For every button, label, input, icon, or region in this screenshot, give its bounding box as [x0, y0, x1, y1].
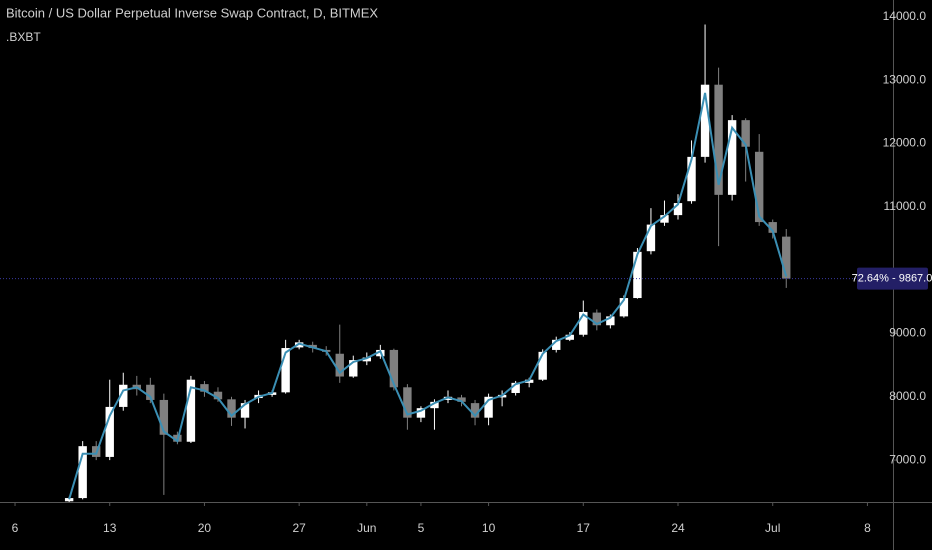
candle-body	[619, 298, 629, 317]
average-line	[68, 92, 788, 500]
candle-body	[714, 84, 723, 195]
y-tick-label: 8000.0	[889, 389, 926, 403]
candle-body	[700, 84, 710, 157]
candle-body	[78, 446, 87, 499]
candle-body	[606, 316, 615, 326]
candle-body	[430, 401, 439, 409]
candle-body	[565, 334, 574, 340]
x-tick-label: 6	[12, 521, 19, 535]
candle-body	[727, 120, 737, 195]
candle-body	[227, 399, 236, 418]
x-tick-label: 27	[292, 521, 306, 535]
candle-body	[660, 215, 669, 223]
y-tick-label: 7000.0	[889, 452, 926, 466]
y-tick-label: 12000.0	[883, 136, 927, 150]
x-tick-label: 17	[577, 521, 591, 535]
candle-body	[335, 353, 344, 377]
x-tick-label: Jul	[765, 521, 780, 535]
candle-body	[64, 498, 74, 502]
plot-area	[64, 24, 791, 502]
candle-body	[768, 222, 777, 233]
candle-body	[538, 351, 547, 380]
candle-body	[416, 408, 426, 418]
candle-body	[213, 391, 223, 400]
candle-body	[592, 312, 602, 326]
candle-body	[552, 339, 561, 350]
candle-body	[484, 396, 493, 418]
candle-body	[105, 406, 114, 457]
candle-body	[782, 236, 791, 279]
price-label: 72.64% - 9867.0	[852, 273, 932, 285]
candle-body	[240, 403, 250, 418]
candle-body	[511, 382, 520, 393]
candle-body	[186, 379, 196, 442]
candle-body	[349, 360, 358, 377]
y-tick-label: 13000.0	[883, 72, 927, 86]
candle-body	[457, 397, 466, 402]
candle-body	[741, 120, 750, 147]
candle-body	[470, 403, 480, 418]
candle-body	[362, 357, 372, 362]
candle-body	[579, 311, 588, 335]
y-tick-label: 9000.0	[889, 326, 926, 340]
candle-body	[389, 349, 399, 388]
x-tick-label: 13	[103, 521, 117, 535]
candle-body	[646, 224, 656, 252]
candle-body	[633, 251, 642, 299]
x-tick-label: 20	[198, 521, 212, 535]
x-tick-label: 24	[671, 521, 685, 535]
candle-body	[673, 203, 683, 216]
candle-body	[294, 342, 304, 348]
candle-body	[403, 387, 412, 418]
y-tick-label: 14000.0	[883, 9, 927, 23]
candle-body	[754, 151, 764, 223]
candle-body	[281, 348, 290, 393]
y-tick-label: 11000.0	[884, 199, 927, 213]
x-tick-label: Jun	[357, 521, 376, 535]
candle-body	[687, 156, 696, 202]
chart-title: Bitcoin / US Dollar Perpetual Inverse Sw…	[6, 5, 378, 20]
x-tick-label: 10	[482, 521, 496, 535]
x-tick-label: 5	[418, 521, 425, 535]
candle-body	[146, 384, 155, 400]
candle-body	[119, 384, 128, 407]
candle-body	[159, 399, 169, 435]
price-label-box	[857, 267, 928, 290]
chart-subtitle: .BXBT	[6, 30, 41, 44]
x-tick-label: 8	[864, 521, 871, 535]
candle-body	[200, 384, 209, 392]
